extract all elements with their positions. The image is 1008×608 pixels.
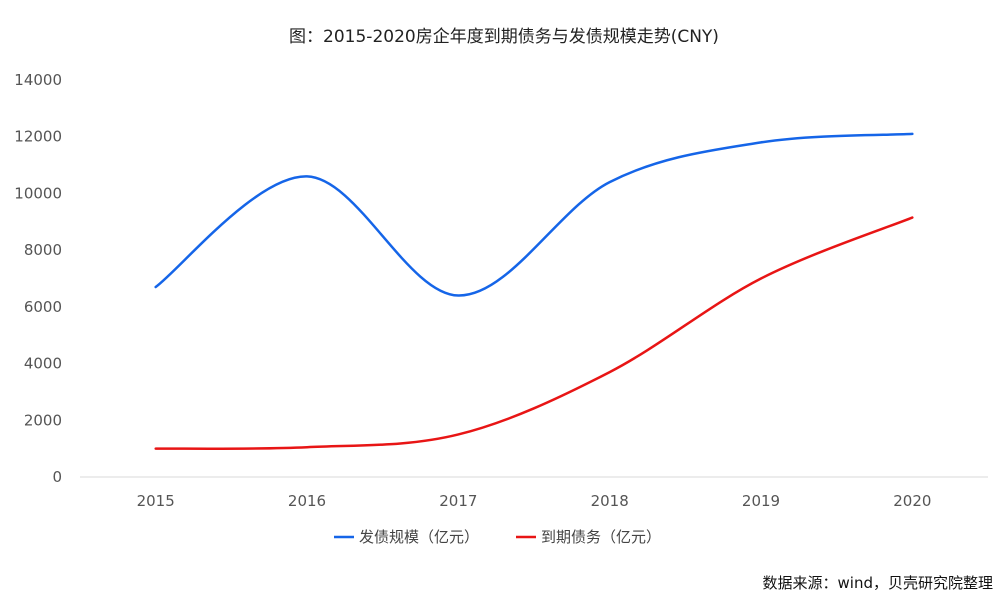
x-tick-label: 2020	[893, 492, 931, 510]
y-tick-label: 0	[52, 468, 62, 486]
legend-label: 到期债务（亿元）	[541, 528, 661, 546]
y-tick-label: 12000	[14, 128, 62, 146]
y-tick-label: 14000	[14, 71, 62, 89]
x-tick-label: 2018	[591, 492, 629, 510]
source-note: 数据来源：wind，贝壳研究院整理	[763, 574, 993, 592]
legend-item: 发债规模（亿元）	[334, 528, 479, 546]
y-tick-label: 8000	[24, 241, 62, 259]
legend-item: 到期债务（亿元）	[516, 528, 661, 546]
y-tick-label: 2000	[24, 411, 62, 429]
x-axis-ticks: 2015 2016 2017 2018 2019 2020	[137, 492, 932, 510]
x-tick-label: 2017	[439, 492, 477, 510]
x-tick-label: 2016	[288, 492, 326, 510]
series-line-1	[154, 216, 914, 450]
series-line-0	[154, 132, 914, 297]
chart-title: 图：2015-2020房企年度到期债务与发债规模走势(CNY)	[289, 27, 719, 47]
y-axis-ticks: 0 2000 4000 6000 8000 10000 12000 14000	[14, 71, 62, 486]
y-tick-label: 4000	[24, 355, 62, 373]
x-tick-label: 2019	[742, 492, 780, 510]
x-tick-label: 2015	[137, 492, 175, 510]
legend-label: 发债规模（亿元）	[359, 528, 479, 546]
y-tick-label: 10000	[14, 184, 62, 202]
y-tick-label: 6000	[24, 298, 62, 316]
series-lines	[154, 132, 914, 450]
legend: 发债规模（亿元） 到期债务（亿元）	[334, 528, 661, 546]
